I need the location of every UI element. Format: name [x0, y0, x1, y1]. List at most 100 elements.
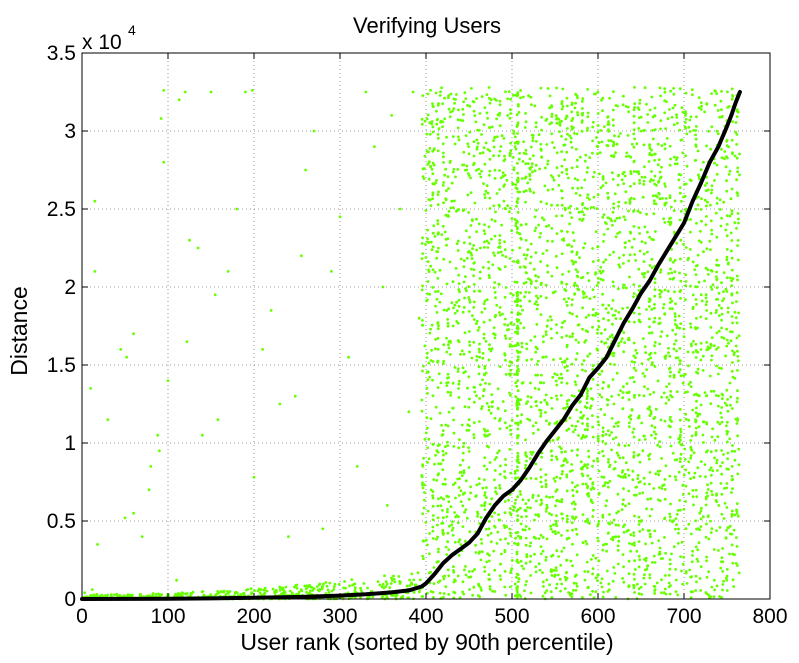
scatter-point [652, 391, 656, 394]
scatter-point [737, 447, 741, 451]
scatter-point [720, 216, 723, 220]
scatter-point [674, 332, 678, 336]
scatter-point [696, 253, 700, 257]
scatter-point [446, 440, 449, 444]
scatter-point [516, 190, 520, 194]
scatter-point [697, 541, 701, 545]
scatter-point [519, 398, 523, 402]
scatter-point [421, 284, 424, 288]
scatter-point [709, 389, 713, 393]
scatter-point [514, 421, 517, 425]
scatter-point [451, 381, 455, 385]
scatter-point [527, 94, 530, 98]
scatter-point [690, 560, 694, 564]
scatter-point [705, 309, 709, 312]
scatter-point [699, 565, 703, 569]
scatter-point [706, 488, 710, 491]
scatter-point [705, 204, 708, 208]
scatter-point [566, 529, 569, 532]
scatter-point [717, 504, 721, 507]
scatter-point [509, 471, 513, 475]
scatter-point [524, 466, 527, 470]
scatter-point [730, 449, 734, 453]
y-exponent-power: 4 [128, 22, 136, 38]
scatter-point [498, 306, 502, 309]
scatter-point [728, 524, 732, 528]
scatter-point [560, 150, 563, 154]
scatter-point [735, 512, 739, 515]
scatter-point [284, 585, 288, 589]
scatter-point [566, 132, 569, 136]
scatter-point [709, 285, 713, 289]
scatter-point [461, 580, 465, 584]
scatter-point [737, 221, 740, 225]
scatter-point [509, 513, 513, 517]
scatter-point [499, 464, 502, 468]
scatter-point [736, 355, 740, 358]
scatter-point [674, 517, 678, 520]
scatter-point [580, 437, 583, 440]
scatter-point [435, 479, 439, 482]
scatter-point [465, 289, 468, 293]
scatter-point [703, 391, 707, 394]
scatter-point [601, 109, 604, 113]
scatter-point [545, 589, 549, 592]
scatter-point [586, 330, 589, 334]
scatter-point [656, 443, 660, 447]
scatter-point [599, 407, 603, 411]
scatter-point [502, 137, 506, 140]
scatter-point [583, 428, 587, 431]
scatter-point [475, 217, 478, 221]
scatter-point [478, 277, 482, 280]
scatter-point [524, 451, 527, 455]
scatter-point [585, 542, 589, 546]
scatter-point [478, 152, 482, 155]
scatter-point [684, 110, 687, 114]
scatter-point [699, 589, 702, 592]
scatter-point [653, 152, 657, 156]
scatter-point [503, 585, 507, 589]
scatter-point [560, 534, 563, 537]
scatter-point [730, 97, 734, 101]
scatter-point [624, 241, 627, 245]
scatter-point [597, 325, 601, 329]
scatter-point [677, 470, 681, 474]
scatter-point [509, 571, 512, 574]
scatter-point [574, 268, 578, 271]
scatter-point [677, 314, 681, 318]
scatter-point [528, 418, 532, 422]
scatter-point [477, 372, 481, 376]
scatter-point [570, 312, 574, 316]
scatter-point [459, 352, 462, 356]
scatter-point [720, 156, 724, 160]
scatter-point [593, 295, 596, 299]
scatter-point [408, 578, 411, 582]
scatter-point [658, 440, 662, 443]
scatter-point [536, 359, 540, 363]
scatter-point [715, 235, 719, 239]
scatter-point [423, 438, 427, 441]
scatter-point [520, 564, 524, 568]
x-tick-label: 0 [76, 605, 88, 628]
scatter-point [519, 304, 523, 308]
scatter-point [578, 389, 581, 393]
scatter-point [529, 450, 533, 454]
scatter-point [678, 460, 682, 463]
scatter-point [483, 232, 487, 236]
scatter-point [737, 463, 741, 467]
scatter-point [512, 260, 516, 263]
scatter-point [561, 105, 565, 108]
scatter-point [736, 434, 739, 438]
scatter-point [669, 390, 673, 393]
scatter-point [664, 185, 667, 188]
scatter-point [637, 523, 641, 526]
scatter-point [464, 287, 467, 290]
scatter-point [704, 223, 708, 227]
scatter-point [540, 216, 544, 220]
scatter-point [629, 230, 632, 234]
scatter-point [151, 592, 155, 596]
scatter-point [607, 458, 610, 461]
scatter-point [444, 237, 448, 241]
scatter-point [516, 311, 520, 315]
scatter-point [281, 586, 284, 590]
